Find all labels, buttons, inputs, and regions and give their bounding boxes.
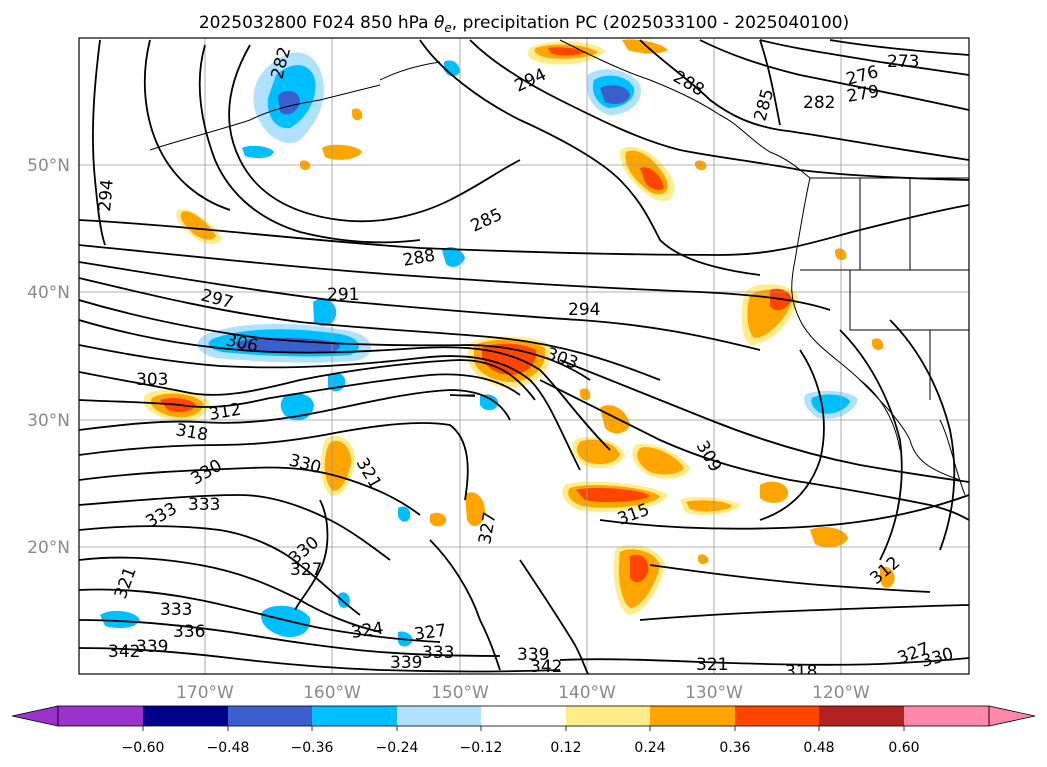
contour-label: 333 <box>188 495 220 515</box>
colorbar-tick: −0.48 <box>207 740 250 756</box>
colorbar-tick: 0.12 <box>550 740 581 756</box>
colorbar: −0.60 −0.48 −0.36 −0.24 −0.12 0.12 0.24 … <box>11 705 1036 756</box>
colorbar-swatch <box>904 706 989 726</box>
colorbar-swatch <box>819 706 904 726</box>
colorbar-extend-high <box>988 705 1036 727</box>
lat-label: 50°N <box>27 156 70 176</box>
lon-label: 120°W <box>812 683 870 703</box>
colorbar-swatch <box>735 706 819 726</box>
colorbar-swatch <box>58 706 143 726</box>
colorbar-swatch <box>481 706 566 726</box>
graticule <box>79 38 969 674</box>
colorbar-tick: 0.48 <box>803 740 834 756</box>
colorbar-swatch <box>397 706 481 726</box>
lon-label: 150°W <box>431 683 489 703</box>
contour-label: 339 <box>390 653 422 673</box>
lon-labels: 170°W 160°W 150°W 140°W 130°W 120°W <box>176 683 870 703</box>
contour-label: 294 <box>568 300 600 320</box>
contour-label: 339 <box>517 645 549 665</box>
colorbar-swatch <box>650 706 735 726</box>
contour-label: 321 <box>696 655 728 675</box>
colorbar-tick: −0.24 <box>376 740 419 756</box>
lat-labels: 50°N 40°N 30°N 20°N <box>27 156 70 558</box>
contour-label: 333 <box>160 600 192 620</box>
contour-label: 282 <box>803 93 835 113</box>
lat-label: 30°N <box>27 411 70 431</box>
colorbar-tick: 0.36 <box>719 740 750 756</box>
contour-label: 318 <box>785 662 817 682</box>
contour-label: 327 <box>290 560 322 580</box>
colorbar-swatch <box>228 706 312 726</box>
contour-label: 303 <box>136 370 168 390</box>
colorbar-extend-low <box>11 705 59 727</box>
coastlines <box>149 39 969 496</box>
contour-label: 294 <box>95 178 118 212</box>
colorbar-tick: −0.60 <box>122 740 165 756</box>
lon-label: 130°W <box>685 683 743 703</box>
contour-label: 327 <box>413 621 448 645</box>
contour-label: 273 <box>887 52 919 72</box>
contour-label: 333 <box>422 643 454 663</box>
figure-title: 2025032800 F024 850 hPa θe, precipitatio… <box>199 13 849 35</box>
lat-label: 20°N <box>27 538 70 558</box>
contour-label: 342 <box>530 657 562 677</box>
colorbar-swatch <box>312 706 397 726</box>
lon-label: 140°W <box>558 683 616 703</box>
lat-label: 40°N <box>27 283 70 303</box>
colorbar-tick: 0.24 <box>634 740 665 756</box>
lon-label: 170°W <box>176 683 234 703</box>
contour-label: 339 <box>136 637 168 657</box>
colorbar-tick: −0.36 <box>291 740 334 756</box>
map-area: 282 294 288 285 282 273 276 279 294 285 … <box>79 38 969 682</box>
contour-label: 324 <box>350 619 385 643</box>
contour-label: 291 <box>327 285 359 305</box>
lon-label: 160°W <box>303 683 361 703</box>
colorbar-tick: −0.12 <box>460 740 503 756</box>
map-frame <box>78 37 970 675</box>
contour-label: 342 <box>108 642 140 662</box>
contour-label: 336 <box>173 622 205 642</box>
theta-e-contours <box>79 39 969 674</box>
colorbar-tick: 0.60 <box>888 740 919 756</box>
colorbar-swatch <box>566 706 650 726</box>
colorbar-swatch <box>143 706 228 726</box>
